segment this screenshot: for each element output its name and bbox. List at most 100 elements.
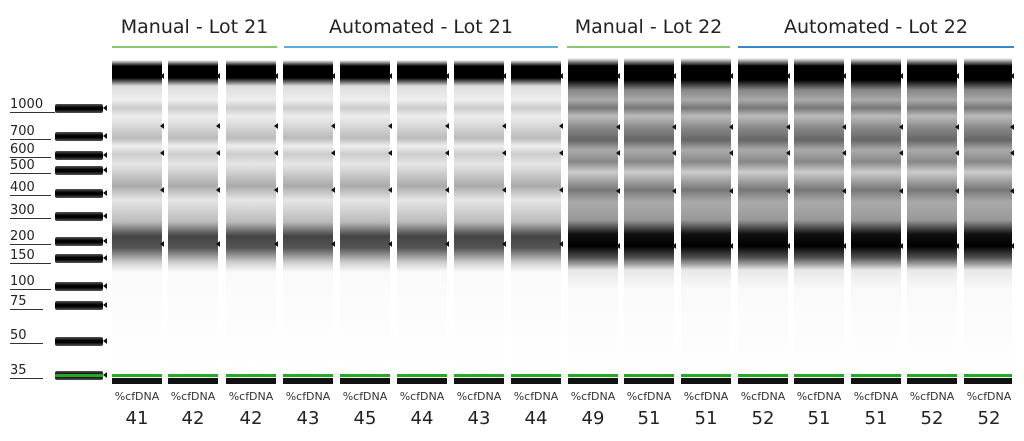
peak-marker-icon (502, 123, 506, 129)
ladder-label-150: 150 (10, 248, 51, 264)
peak-marker-icon (216, 187, 220, 193)
peak-marker-icon (842, 73, 846, 79)
sample-lane (568, 50, 618, 384)
peak-marker-icon (786, 150, 790, 156)
peak-marker-icon (559, 241, 563, 247)
sample-lane (340, 50, 390, 384)
peak-marker-icon (160, 150, 164, 156)
peak-marker-icon (331, 187, 335, 193)
lane-caption: %cfDNA (570, 390, 616, 403)
peak-marker-icon (1010, 150, 1014, 156)
peak-marker-icon (216, 73, 220, 79)
sample-lane (112, 50, 162, 384)
lane-green-marker (681, 374, 731, 377)
ladder-marker-icon (103, 238, 107, 244)
ladder-label-700: 700 (10, 124, 51, 140)
lane-caption: %cfDNA (740, 390, 786, 403)
lane-green-marker (794, 374, 844, 377)
ladder-label-35: 35 (10, 363, 43, 379)
peak-marker-icon (216, 150, 220, 156)
ladder-label-500: 500 (10, 158, 51, 174)
ladder-marker-icon (103, 190, 107, 196)
lane-cfdna-value: 51 (637, 408, 661, 429)
lane-green-marker (511, 374, 561, 377)
peak-marker-icon (445, 73, 449, 79)
peak-marker-icon (160, 73, 164, 79)
peak-marker-icon (388, 241, 392, 247)
ladder-label-300: 300 (10, 203, 51, 219)
ladder-marker-icon (103, 338, 107, 344)
peak-marker-icon (502, 241, 506, 247)
peak-marker-icon (672, 124, 676, 130)
peak-marker-icon (955, 188, 959, 194)
ladder-label-50: 50 (10, 328, 43, 344)
peak-marker-icon (1010, 73, 1014, 79)
lane-caption: %cfDNA (853, 390, 899, 403)
group-line-manual-lot22 (567, 46, 730, 48)
ladder-marker-icon (103, 133, 107, 139)
lane-bottom-band (624, 378, 674, 384)
lane-green-marker (624, 374, 674, 377)
lane-green-marker (283, 374, 333, 377)
peak-marker-icon (899, 188, 903, 194)
peak-marker-icon (160, 123, 164, 129)
lane-bottom-band (226, 378, 276, 384)
sample-lane (168, 50, 218, 384)
lane-cfdna-value: 44 (410, 408, 434, 429)
lane-green-marker (168, 374, 218, 377)
lane-green-marker (738, 374, 788, 377)
peak-marker-icon (388, 187, 392, 193)
lane-bottom-band (568, 378, 618, 384)
lane-bottom-band (738, 378, 788, 384)
peak-marker-icon (388, 150, 392, 156)
ladder-label-1000: 1000 (10, 97, 60, 113)
peak-marker-icon (274, 187, 278, 193)
lane-caption: %cfDNA (513, 390, 559, 403)
sample-lane (283, 50, 333, 384)
peak-marker-icon (616, 243, 620, 249)
sample-lane (907, 50, 957, 384)
peak-marker-icon (955, 124, 959, 130)
group-title-automated-lot22: Automated - Lot 22 (784, 16, 968, 38)
lane-bottom-band (397, 378, 447, 384)
ladder-band (55, 151, 103, 160)
peak-marker-icon (729, 188, 733, 194)
lane-bottom-band (907, 378, 957, 384)
ladder-band (55, 254, 103, 263)
lane-caption: %cfDNA (683, 390, 729, 403)
lane-cfdna-value: 42 (181, 408, 205, 429)
ladder-band (55, 337, 103, 346)
peak-marker-icon (502, 73, 506, 79)
sample-lane (397, 50, 447, 384)
ladder-band (55, 301, 103, 310)
peak-marker-icon (616, 150, 620, 156)
group-title-manual-lot21: Manual - Lot 21 (120, 16, 269, 38)
lane-bottom-band (964, 378, 1012, 384)
peak-marker-icon (672, 150, 676, 156)
lane-bottom-band (454, 378, 504, 384)
ladder-band (55, 237, 103, 246)
group-title-automated-lot21: Automated - Lot 21 (329, 16, 513, 38)
peak-marker-icon (729, 150, 733, 156)
group-line-manual-lot21 (112, 46, 277, 48)
ladder-marker-icon (103, 302, 107, 308)
peak-marker-icon (1010, 188, 1014, 194)
peak-marker-icon (445, 241, 449, 247)
lane-bottom-band (340, 378, 390, 384)
peak-marker-icon (331, 241, 335, 247)
lane-caption: %cfDNA (966, 390, 1012, 403)
peak-marker-icon (672, 188, 676, 194)
lane-bottom-band (681, 378, 731, 384)
peak-marker-icon (388, 73, 392, 79)
group-line-automated-lot22 (738, 46, 1014, 48)
lane-caption: %cfDNA (626, 390, 672, 403)
peak-marker-icon (160, 187, 164, 193)
lane-cfdna-value: 52 (920, 408, 944, 429)
lane-caption: %cfDNA (170, 390, 216, 403)
peak-marker-icon (955, 150, 959, 156)
peak-marker-icon (445, 123, 449, 129)
lane-bottom-band (794, 378, 844, 384)
lane-cfdna-value: 49 (581, 408, 605, 429)
sample-lane (738, 50, 788, 384)
peak-marker-icon (786, 73, 790, 79)
